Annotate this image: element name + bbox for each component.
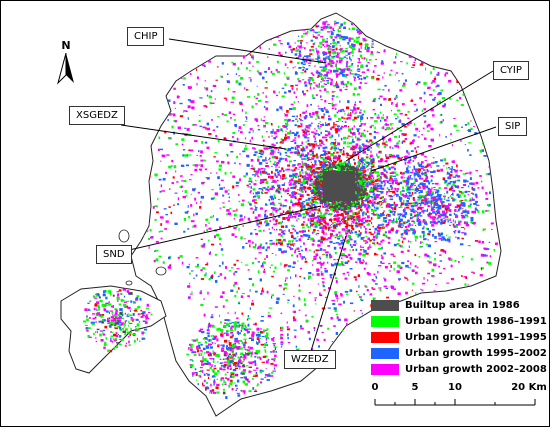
legend-item-growth-1995-2002: Urban growth 1995–2002 [371,345,547,361]
label-sip: SIP [498,117,528,136]
north-arrow-shape [57,53,74,85]
legend-item-growth-1991-1995: Urban growth 1991–1995 [371,329,547,345]
scale-tick-20: 20 Km [511,382,547,393]
scale-bar: 0 5 10 20 Km [371,382,547,412]
label-wzedz: WZEDZ [284,350,336,369]
scale-tick-10: 10 [448,382,462,393]
label-xsgedz: XSGEDZ [69,106,125,125]
legend-label: Urban growth 1986–1991 [405,315,547,327]
legend-label: Urban growth 1991–1995 [405,331,547,343]
north-label: N [61,39,71,52]
north-arrow-icon: N [56,39,76,85]
legend-swatch [371,347,399,359]
legend-swatch [371,331,399,343]
scale-bar-line [374,399,536,406]
label-chip: CHIP [127,27,165,46]
label-cyip: CYIP [493,61,529,80]
legend-label: Builtup area in 1986 [405,299,520,311]
legend-swatch [371,363,399,375]
legend-item-growth-1986-1991: Urban growth 1986–1991 [371,313,547,329]
scale-tick-0: 0 [371,382,379,393]
legend-item-builtup-1986: Builtup area in 1986 [371,297,547,313]
legend: Builtup area in 1986 Urban growth 1986–1… [371,297,547,377]
legend-item-growth-2002-2008: Urban growth 2002–2008 [371,361,547,377]
legend-swatch [371,315,399,327]
legend-label: Urban growth 2002–2008 [405,363,547,375]
legend-swatch [371,299,399,311]
label-snd: SND [96,245,132,264]
legend-label: Urban growth 1995–2002 [405,347,547,359]
scale-tick-5: 5 [411,382,419,393]
